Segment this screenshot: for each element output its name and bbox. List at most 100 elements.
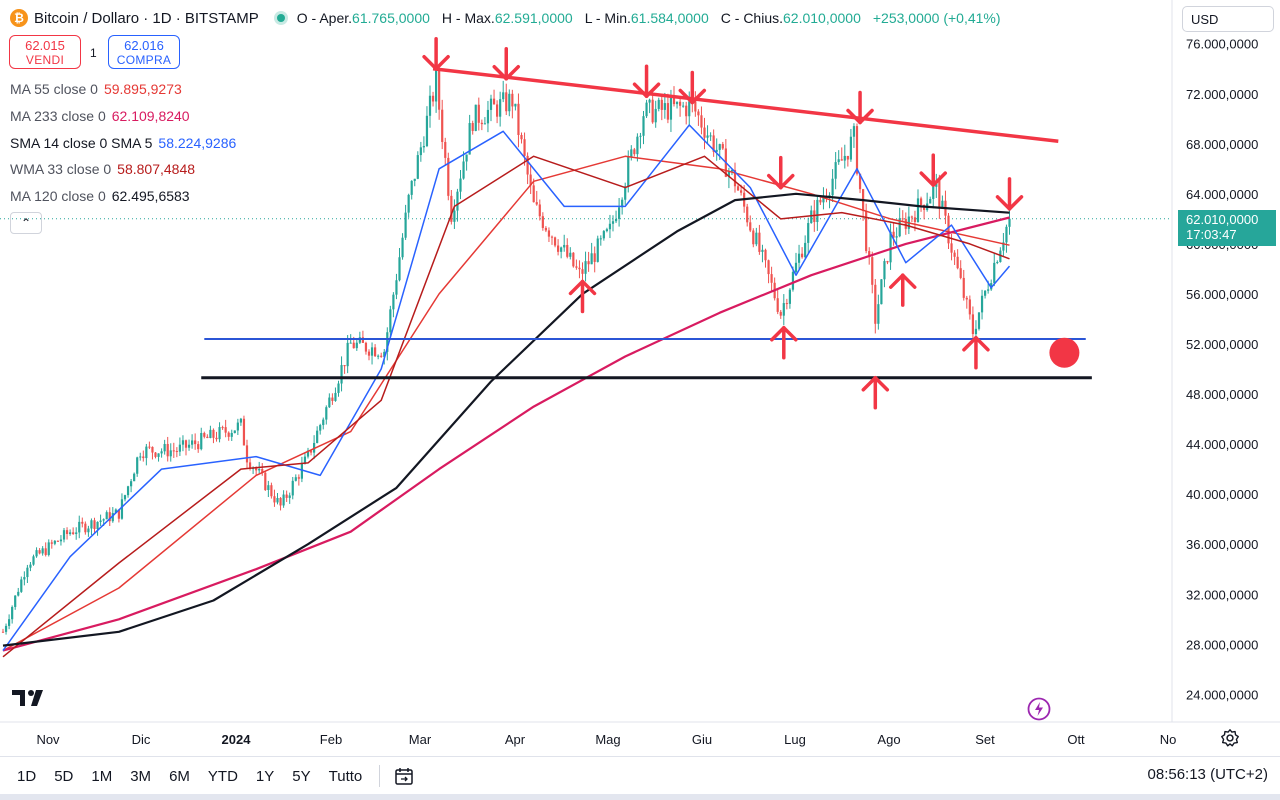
- indicator-wma33[interactable]: WMA 33 close 0 58.807,4848: [10, 161, 195, 177]
- candle-body: [968, 299, 971, 315]
- candle-body: [910, 216, 913, 218]
- candle-body: [325, 407, 328, 420]
- candle-body: [264, 472, 267, 491]
- candle-body: [746, 206, 749, 223]
- range-3m-button[interactable]: 3M: [130, 767, 152, 785]
- indicator-ma233[interactable]: MA 233 close 0 62.109,8240: [10, 108, 190, 124]
- range-5y-button[interactable]: 5Y: [292, 767, 311, 785]
- candle-body: [78, 521, 81, 533]
- gear-icon[interactable]: [1219, 727, 1241, 749]
- candle-body: [621, 199, 624, 208]
- candle-body: [50, 542, 53, 544]
- range-5d-button[interactable]: 5D: [54, 767, 74, 785]
- indicator-ma120[interactable]: MA 120 close 0 62.495,6583: [10, 188, 190, 204]
- candle-body: [987, 289, 990, 291]
- candle-body: [938, 180, 941, 209]
- sell-button[interactable]: 62.015 VENDI: [9, 35, 81, 69]
- candle-body: [733, 169, 737, 187]
- tradingview-logo-icon[interactable]: [12, 688, 48, 708]
- range-all-button[interactable]: Tutto: [328, 767, 363, 785]
- buy-label: COMPRA: [116, 53, 172, 67]
- range-1y-button[interactable]: 1Y: [255, 767, 275, 785]
- candle-body: [209, 429, 212, 438]
- indicator-value: 58.224,9286: [158, 135, 237, 151]
- candle-body: [880, 279, 883, 305]
- ma-line-ma233: [2, 216, 1010, 652]
- candle-body: [114, 509, 117, 514]
- candle-body: [59, 539, 63, 542]
- candle-body: [364, 342, 368, 352]
- candle-body: [584, 261, 587, 274]
- candle-body: [764, 249, 767, 261]
- y-tick-label: 32.000,0000: [1186, 587, 1258, 602]
- candle-body: [276, 497, 279, 503]
- range-1d-button[interactable]: 1D: [17, 767, 37, 785]
- candle-body: [465, 154, 468, 162]
- candle-body: [651, 99, 654, 123]
- arrow-head: [861, 376, 890, 392]
- candle-body: [245, 445, 249, 463]
- candle-body: [941, 200, 944, 209]
- buy-button[interactable]: 62.016 COMPRA: [108, 35, 180, 69]
- candle-body: [328, 397, 331, 408]
- candle-body: [300, 463, 303, 479]
- bottom-strip: [0, 794, 1280, 800]
- y-tick-label: 48.000,0000: [1186, 387, 1258, 402]
- candle-body: [871, 257, 874, 285]
- clock-timezone[interactable]: 08:56:13 (UTC+2): [1147, 766, 1268, 783]
- range-ytd-button[interactable]: YTD: [207, 767, 238, 785]
- candle-body: [163, 443, 166, 452]
- candle-body: [413, 178, 416, 181]
- arrow-head: [889, 273, 917, 289]
- candle-body: [977, 312, 981, 329]
- candle-body: [688, 101, 691, 117]
- lightning-bolt-icon[interactable]: [1027, 697, 1051, 721]
- candle-body: [712, 135, 715, 152]
- calendar-range-icon[interactable]: [394, 766, 414, 786]
- candle-body: [791, 271, 795, 290]
- candle-body: [401, 237, 404, 258]
- candle-body: [755, 232, 758, 245]
- candle-body: [450, 195, 453, 222]
- candle-body: [627, 156, 630, 187]
- open-value: 61.765,0000: [352, 10, 430, 26]
- change-value: +253,0000 (+0,41%): [872, 10, 1001, 26]
- collapse-indicators-button[interactable]: ⌃: [10, 212, 42, 234]
- candle-body: [435, 70, 438, 102]
- candle-body: [1, 631, 5, 633]
- candle-body: [346, 342, 349, 367]
- candle-body: [148, 446, 151, 448]
- y-tick-label: 64.000,0000: [1186, 187, 1258, 202]
- range-6m-button[interactable]: 6M: [169, 767, 190, 785]
- range-1m-button[interactable]: 1M: [91, 767, 113, 785]
- candle-body: [334, 392, 337, 401]
- down-arrow-annotation: [919, 153, 947, 187]
- currency-selector[interactable]: USD: [1182, 6, 1274, 32]
- arrow-head: [767, 173, 795, 190]
- candle-body: [718, 144, 721, 150]
- candle-body: [517, 103, 520, 136]
- symbol-title[interactable]: Bitcoin / Dollaro · 1D · BITSTAMP: [34, 9, 259, 27]
- candle-body: [255, 468, 258, 471]
- x-tick-label: Apr: [505, 732, 526, 747]
- candle-body: [212, 429, 215, 438]
- indicator-sma14[interactable]: SMA 14 close 0 SMA 5 58.224,9286: [10, 135, 236, 151]
- indicator-value: 58.807,4848: [117, 161, 196, 177]
- candle-body: [285, 494, 288, 498]
- indicator-ma55[interactable]: MA 55 close 0 59.895,9273: [10, 81, 182, 97]
- y-tick-label: 44.000,0000: [1186, 437, 1258, 452]
- candle-body: [236, 422, 239, 431]
- open-label: O: [296, 10, 308, 26]
- candle-body: [319, 425, 322, 431]
- candle-body: [950, 243, 953, 253]
- indicator-value: 62.109,8240: [111, 108, 190, 124]
- candle-body: [169, 450, 172, 457]
- x-tick-label: Mar: [409, 732, 432, 747]
- candle-body: [557, 245, 560, 252]
- close-label: C: [720, 10, 731, 26]
- candle-body: [971, 314, 974, 335]
- candle-body: [794, 262, 798, 272]
- x-tick-label: Set: [975, 732, 995, 747]
- candle-body: [669, 98, 673, 120]
